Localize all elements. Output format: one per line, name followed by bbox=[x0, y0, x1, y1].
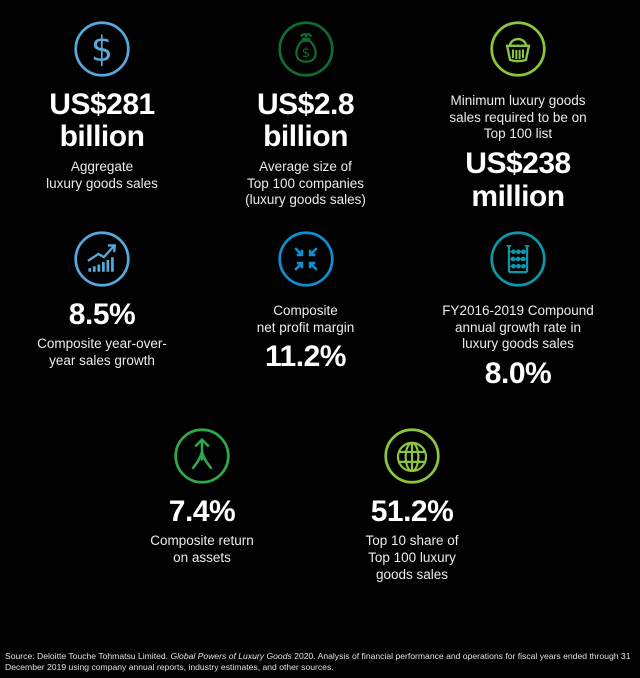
globe-icon bbox=[383, 427, 441, 485]
stat-card-net-profit-margin: Composite net profit margin 11.2% bbox=[202, 230, 409, 427]
dollar-icon: $ bbox=[73, 20, 131, 78]
stat-label: Average size of Top 100 companies (luxur… bbox=[245, 158, 366, 208]
stat-label: Aggregate luxury goods sales bbox=[46, 158, 158, 191]
stat-label: Minimum luxury goods sales required to b… bbox=[449, 93, 587, 142]
source-report-title: Global Powers of Luxury Goods bbox=[170, 650, 292, 661]
stat-label: Top 10 share of Top 100 luxury goods sal… bbox=[365, 533, 459, 582]
abacus-icon bbox=[489, 230, 547, 288]
stats-row-2: 8.5% Composite year-over- year sales gro… bbox=[0, 230, 640, 427]
source-text-suffix: 2020. Analysis of financial performance … bbox=[5, 650, 631, 672]
stats-row-1: $ US$281 billion Aggregate luxury goods … bbox=[0, 0, 640, 230]
stat-label: Composite return on assets bbox=[150, 533, 254, 566]
stat-card-return-on-assets: 7.4% Composite return on assets bbox=[114, 427, 290, 587]
stat-value: US$2.8 billion bbox=[256, 88, 355, 154]
svg-text:$: $ bbox=[91, 30, 113, 70]
source-note: Source: Deloitte Touche Tohmatsu Limited… bbox=[5, 651, 635, 673]
stat-value: 11.2% bbox=[265, 340, 346, 374]
stat-card-top10-share: 51.2% Top 10 share of Top 100 luxury goo… bbox=[324, 427, 500, 587]
source-text-prefix: Source: Deloitte Touche Tohmatsu Limited… bbox=[5, 650, 171, 661]
stat-value: US$238 million bbox=[465, 147, 571, 213]
stat-label: Composite year-over- year sales growth bbox=[37, 336, 167, 369]
stat-card-aggregate-sales: $ US$281 billion Aggregate luxury goods … bbox=[2, 20, 202, 230]
stat-value: US$281 billion bbox=[49, 88, 155, 154]
stat-value: 8.5% bbox=[68, 298, 136, 331]
stat-value: 8.0% bbox=[484, 357, 552, 391]
money-bag-icon: $ bbox=[277, 20, 335, 78]
stat-label: FY2016-2019 Compound annual growth rate … bbox=[442, 303, 594, 352]
stat-label: Composite net profit margin bbox=[256, 303, 355, 335]
svg-text:$: $ bbox=[301, 45, 310, 61]
merge-arrow-icon bbox=[173, 427, 231, 485]
growth-chart-icon bbox=[73, 230, 131, 288]
stat-value: 51.2% bbox=[370, 495, 454, 528]
stats-row-3: 7.4% Composite return on assets 51.2% To… bbox=[0, 427, 640, 587]
basket-icon bbox=[489, 20, 547, 78]
stat-card-average-size: $ US$2.8 billion Average size of Top 100… bbox=[202, 20, 409, 230]
stat-card-yoy-growth: 8.5% Composite year-over- year sales gro… bbox=[2, 230, 202, 427]
stat-card-cagr: FY2016-2019 Compound annual growth rate … bbox=[409, 230, 627, 427]
converge-arrows-icon bbox=[277, 230, 335, 288]
stat-card-minimum-sales: Minimum luxury goods sales required to b… bbox=[409, 20, 627, 230]
stat-value: 7.4% bbox=[168, 495, 236, 528]
